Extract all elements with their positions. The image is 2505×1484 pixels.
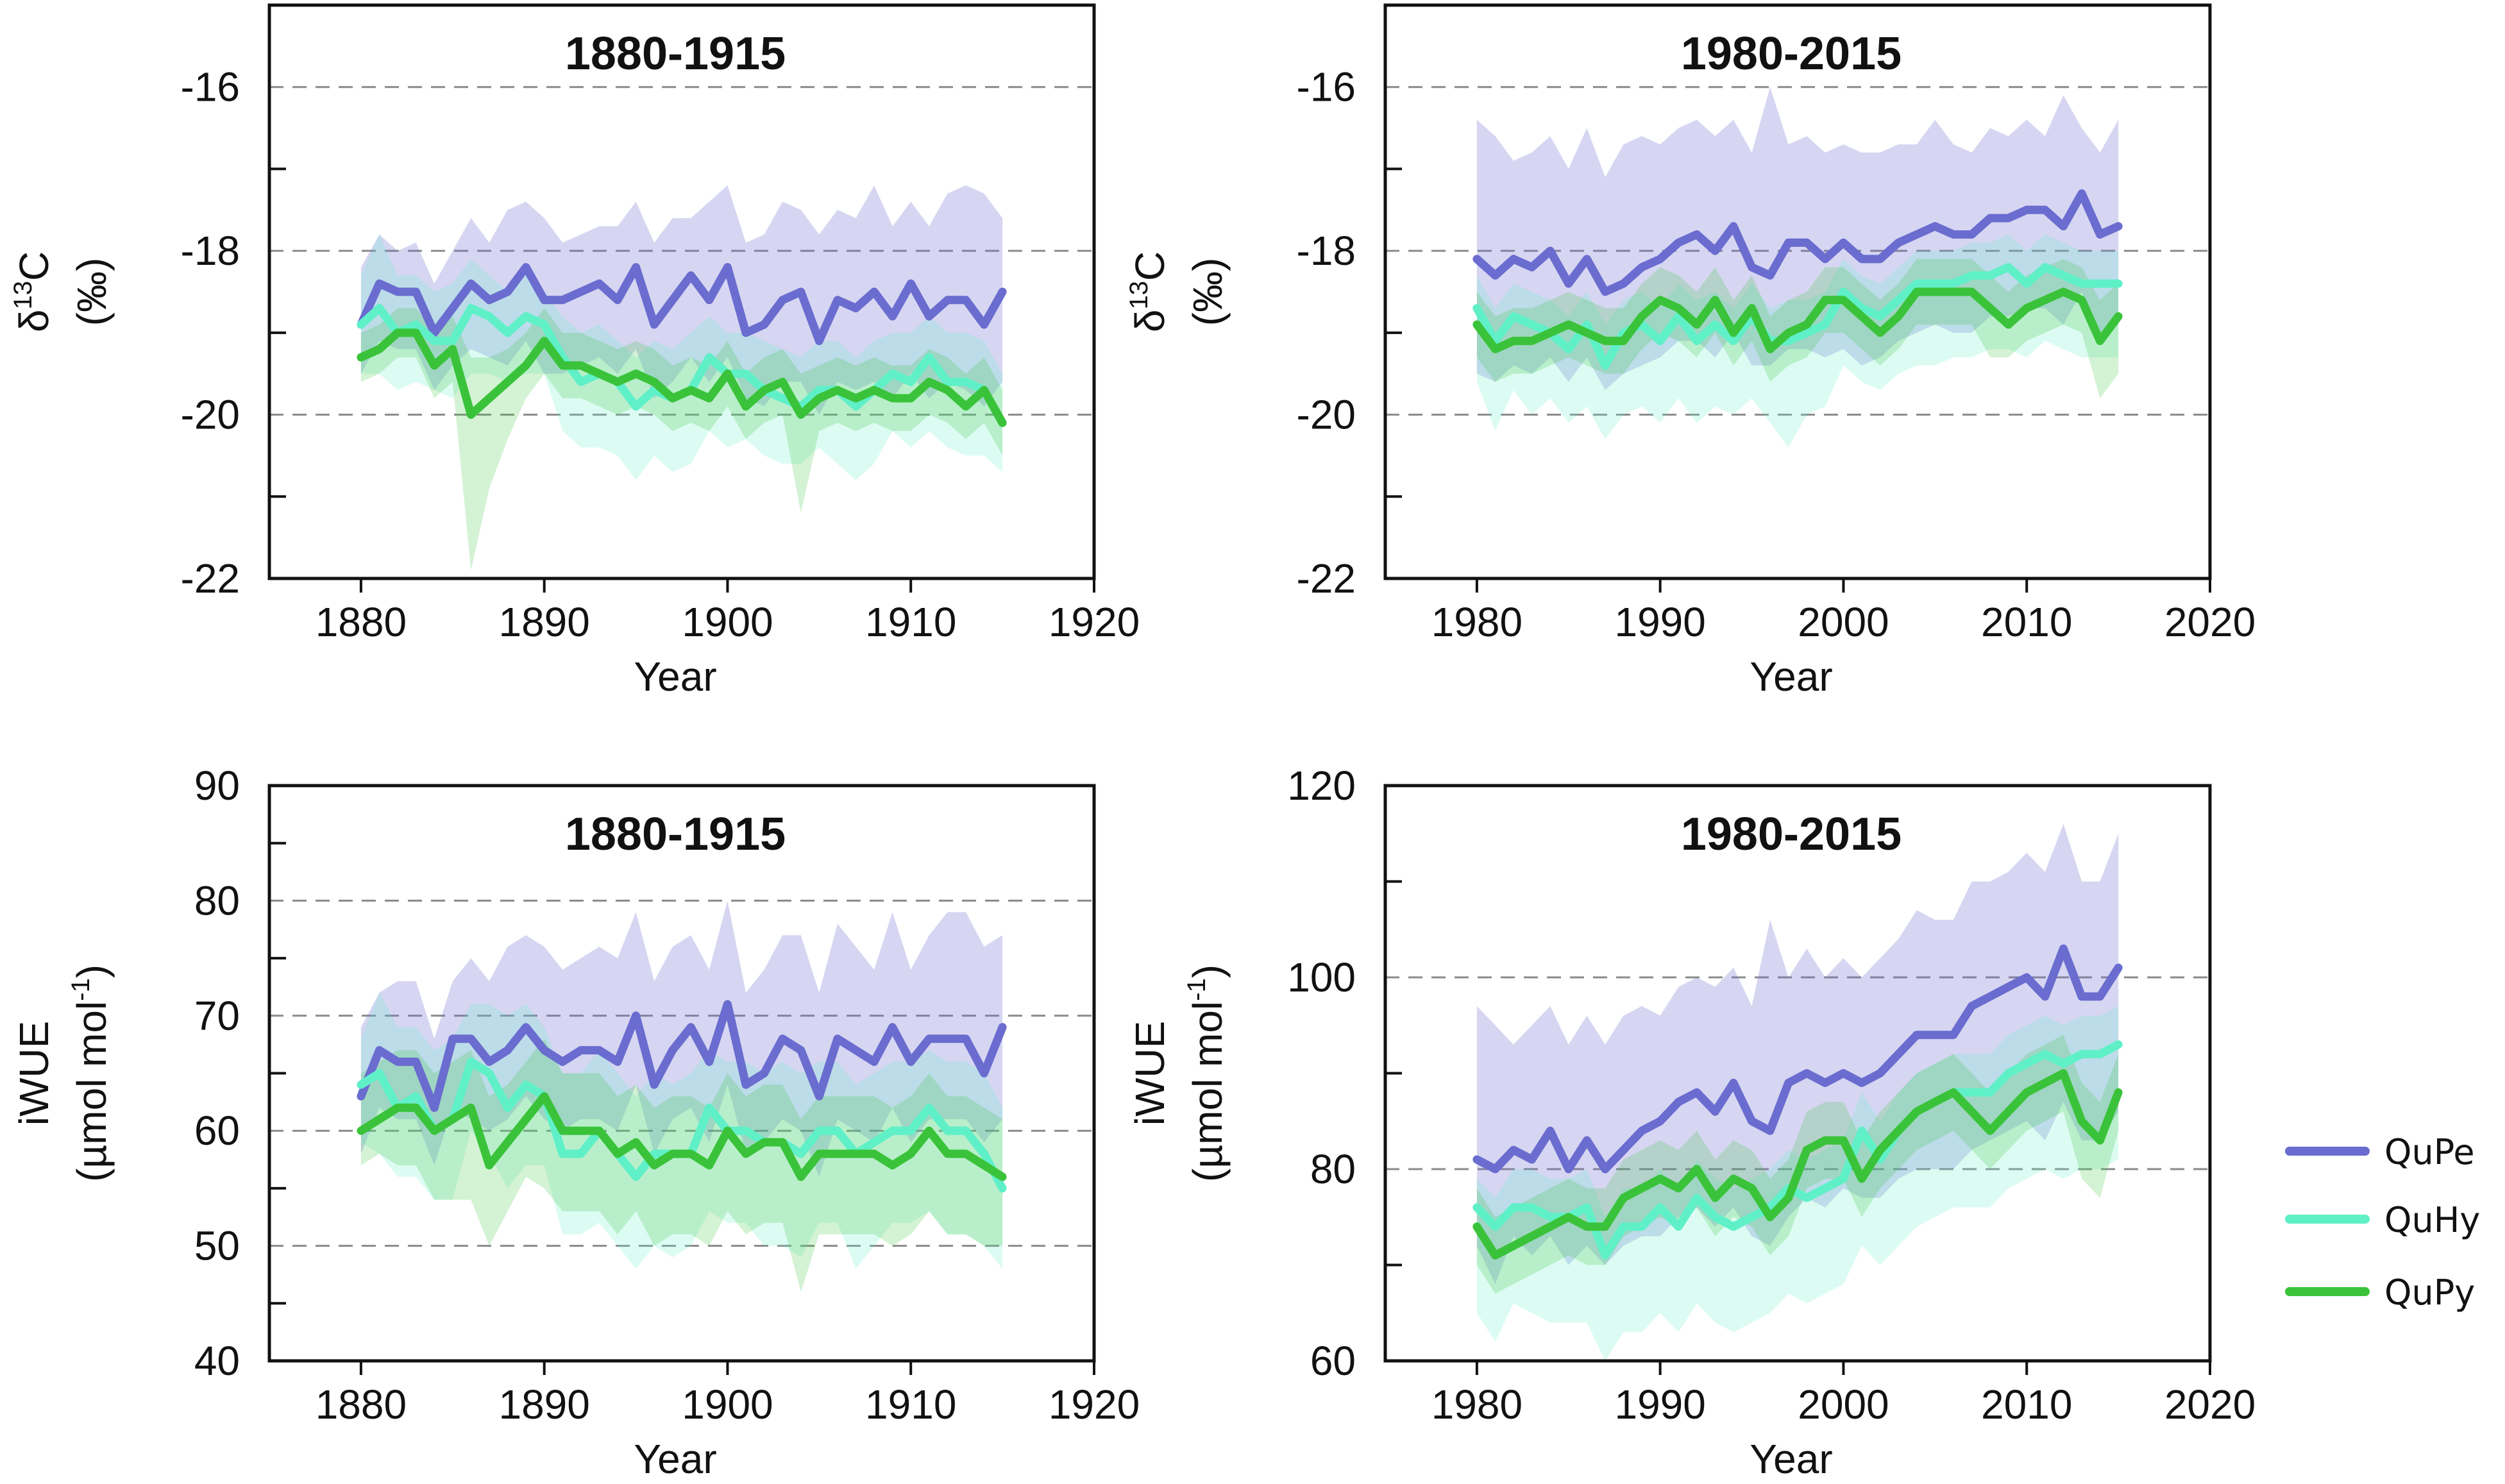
chart-title: 1980-2015 xyxy=(1681,28,1902,80)
legend-label-qupy: QuPy xyxy=(2384,1272,2475,1313)
series-line-qupy xyxy=(357,328,1007,427)
y-axis-label: iWUE xyxy=(1127,1021,1173,1126)
plot-frame xyxy=(267,3,1096,580)
y-tick-label: -20 xyxy=(181,392,240,438)
y-axis-unit: (‰) xyxy=(69,258,115,326)
legend-label-qupe: QuPe xyxy=(2384,1132,2475,1172)
chart-title: 1980-2015 xyxy=(1681,809,1902,860)
x-tick-label: 2010 xyxy=(1981,599,2072,645)
x-tick-label: 2010 xyxy=(1981,1381,2072,1428)
chart-title: 1880-1915 xyxy=(565,28,786,80)
y-axis-unit: (µmol mol-1) xyxy=(1183,965,1231,1182)
x-tick-label: 1990 xyxy=(1614,599,1705,645)
band-quhy xyxy=(360,234,1003,480)
legend: QuPe QuHy QuPy xyxy=(2285,1132,2480,1313)
plot-frame xyxy=(1383,3,2212,580)
x-tick-label: 2000 xyxy=(1798,599,1889,645)
y-tick-label: -16 xyxy=(181,64,240,110)
x-axis-label: Year xyxy=(1750,653,1832,700)
y-axis-label: δ13C xyxy=(1125,251,1173,332)
y-tick-label: 80 xyxy=(1310,1146,1356,1192)
y-axis-label: iWUE xyxy=(11,1021,57,1126)
y-tick-label: 90 xyxy=(194,763,240,809)
y-tick-label: 50 xyxy=(194,1223,240,1269)
y-tick-label: 80 xyxy=(194,877,240,923)
chart-panel-3: 40 50 60 70 80 90 1880 1890 1900 1910 1920 1880-191… xyxy=(11,763,1140,1482)
y-tick-label: -22 xyxy=(181,555,240,602)
y-tick-label: -22 xyxy=(1297,555,1356,602)
chart-panel-2: -22 -20 -18 -16 1980 1990 2000 2010 2020 1980-201… xyxy=(1125,3,2256,700)
y-tick-label: -18 xyxy=(181,228,240,274)
band-qupe xyxy=(1476,823,2119,1285)
x-tick-label: 1880 xyxy=(316,1381,407,1428)
chart-panel-4: 60 80 100 120 1980 1990 2000 2010 2020 1980-2015 Y… xyxy=(1127,763,2256,1482)
series-line-qupe xyxy=(1472,944,2123,1174)
x-tick-label: 1910 xyxy=(865,1381,956,1428)
x-axis-label: Year xyxy=(634,653,716,700)
x-axis-label: Year xyxy=(634,1436,716,1482)
y-tick-label: 60 xyxy=(1310,1338,1356,1384)
x-tick-label: 1890 xyxy=(498,1381,589,1428)
series-line-qupe xyxy=(357,1000,1007,1112)
x-tick-label: 1920 xyxy=(1049,1381,1140,1428)
series-line-qupe xyxy=(357,263,1007,346)
y-axis-label: δ13C xyxy=(9,251,57,332)
y-axis-unit: (µmol mol-1) xyxy=(67,965,115,1182)
y-tick-label: -20 xyxy=(1297,392,1356,438)
series-line-qupy xyxy=(1472,287,2123,353)
series-line-qupy xyxy=(1472,1069,2123,1260)
y-tick-label: 60 xyxy=(194,1108,240,1154)
x-tick-label: 1900 xyxy=(682,1381,773,1428)
chart-title: 1880-1915 xyxy=(565,809,786,860)
x-tick-label: 1980 xyxy=(1431,599,1522,645)
x-tick-label: 1890 xyxy=(498,599,589,645)
x-tick-label: 1980 xyxy=(1431,1381,1522,1428)
y-tick-label: -18 xyxy=(1297,228,1356,274)
legend-label-quhy: QuHy xyxy=(2384,1200,2480,1240)
x-tick-label: 1910 xyxy=(865,599,956,645)
y-tick-label: 40 xyxy=(194,1338,240,1384)
x-tick-label: 2000 xyxy=(1798,1381,1889,1428)
x-tick-label: 1880 xyxy=(316,599,407,645)
chart-panel-1: -22 -20 -18 -16 1880 1890 1900 1910 1920 1880-191… xyxy=(9,3,1140,700)
x-tick-label: 2020 xyxy=(2164,1381,2256,1428)
x-tick-label: 1900 xyxy=(682,599,773,645)
x-tick-label: 1920 xyxy=(1049,599,1140,645)
series-line-qupe xyxy=(1472,189,2123,296)
y-axis-unit: (‰) xyxy=(1185,258,1231,326)
band-quhy xyxy=(360,992,1003,1269)
series-line-qupy xyxy=(357,1092,1007,1181)
band-qupe xyxy=(360,185,1003,415)
band-qupy xyxy=(360,1038,1003,1292)
y-tick-label: 70 xyxy=(194,993,240,1039)
series-line-quhy xyxy=(1472,1040,2123,1260)
x-tick-label: 2020 xyxy=(2164,599,2256,645)
x-axis-label: Year xyxy=(1750,1436,1832,1482)
x-tick-label: 1990 xyxy=(1614,1381,1705,1428)
y-tick-label: 100 xyxy=(1287,954,1356,1000)
y-tick-label: 120 xyxy=(1287,763,1356,809)
y-tick-label: -16 xyxy=(1297,64,1356,110)
